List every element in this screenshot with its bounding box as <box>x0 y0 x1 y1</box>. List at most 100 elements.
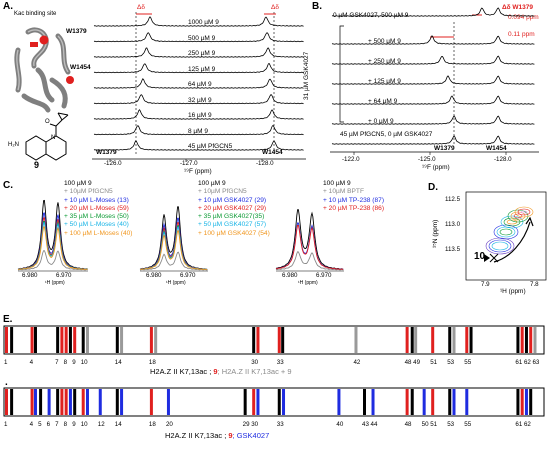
numsE2-num-9: 14 <box>114 421 122 428</box>
d-xlabel: ¹H (ppm) <box>500 288 526 295</box>
legendC3-entry-3: + 20 µM TP-238 (86) <box>323 204 385 212</box>
barE2-frame <box>3 387 545 417</box>
barE1-bar-20 <box>405 327 409 353</box>
b-xlabel: ¹⁹F (ppm) <box>422 164 450 171</box>
barE2-bar-8 <box>64 389 68 415</box>
d-ylabel: ¹⁵N (ppm) <box>432 219 439 248</box>
a-trace-label-7: 8 µM 9 <box>188 127 209 135</box>
legendC2-entry-5: + 50 µM GSK4027 (57) <box>198 221 267 229</box>
a-trace-label-4: 64 µM 9 <box>188 81 212 88</box>
d-contour-0-2 <box>491 241 509 251</box>
numsE2-num-3: 6 <box>46 421 51 428</box>
svg-text:O: O <box>45 119 50 125</box>
c3-tick-2: 6.970 <box>316 272 332 279</box>
barE2-bar-15 <box>120 389 124 415</box>
b-trace-label-4: + 0 µM 9 <box>368 118 394 125</box>
barE1-bar-7 <box>68 327 72 353</box>
numsE2-num-13: 30 <box>251 421 259 428</box>
legendC1-entry-1: + 10µM PfGCN5 <box>64 188 113 196</box>
numsE1-num-18: 63 <box>532 359 540 366</box>
d-ytick-3: 113.5 <box>445 246 461 253</box>
numsE2-num-18: 48 <box>404 421 412 428</box>
barE2-bar-3 <box>33 389 37 415</box>
barE2-bar-29 <box>431 389 435 415</box>
d-contour-1-0 <box>493 224 519 240</box>
d-contour-1-2 <box>499 228 513 236</box>
numsE1-num-13: 51 <box>430 359 438 366</box>
legend-l-moses: 100 µM 9 + 10µM PfGCN5 + 10 µM L-Moses (13… <box>64 180 132 238</box>
b-delta-title: Δδ W1379 <box>502 4 534 11</box>
legendC2-entry-4: + 35 µM GSK4027(35) <box>198 213 265 221</box>
numsE1-num-0: 1 <box>4 359 8 366</box>
barE1-bar-10 <box>85 327 89 353</box>
b-bracket <box>339 25 344 123</box>
a-trace-1 <box>93 32 304 43</box>
barE1-frame <box>3 325 545 355</box>
barE2-bar-20 <box>256 389 260 415</box>
numsE1-num-2: 7 <box>55 359 59 366</box>
row2-caption: H2A.Z II K7,13ac ; 9; GSK4027 <box>165 431 269 440</box>
a-xlabel: ¹⁹F (ppm) <box>184 168 212 175</box>
row2-caption-red: 9 <box>228 431 233 440</box>
numsE1-num-5: 10 <box>80 359 88 366</box>
numsE1-num-17: 62 <box>523 359 531 366</box>
d-contour-4-1 <box>517 208 531 216</box>
numsE2-num-17: 44 <box>370 421 378 428</box>
panel-c-spectra <box>17 199 344 272</box>
barE2-bar-33 <box>516 389 520 415</box>
barE2-bar-18 <box>243 389 247 415</box>
barE2-bar-25 <box>371 389 375 415</box>
d-ytick-1: 112.5 <box>445 196 461 203</box>
panel-a-letter: A. <box>3 1 13 12</box>
a-trace-3 <box>93 63 304 74</box>
barE1-bar-12 <box>120 327 124 353</box>
barE1-bar-5 <box>60 327 64 353</box>
barE2-bar-5 <box>47 389 51 415</box>
numsE2-num-14: 33 <box>276 421 284 428</box>
panel-e-letter: E. <box>3 314 13 325</box>
d-contour-4-2 <box>520 210 528 214</box>
barE2-bar-10 <box>73 389 77 415</box>
a-trace-label-5: 32 µM 9 <box>188 96 212 104</box>
b-trace-0 <box>331 7 535 17</box>
numsE1-num-10: 42 <box>353 359 361 366</box>
residue-w1454-label: W1454 <box>70 64 91 71</box>
svg-text:H₂N: H₂N <box>8 142 19 148</box>
barE1-bar-3 <box>33 327 37 353</box>
d-cross-marker <box>489 253 499 263</box>
barE1-bar-13 <box>149 327 153 353</box>
b-trace-2 <box>331 55 535 65</box>
b-top-label: 0 µM GSK4027, 500 µM 9 <box>333 12 409 19</box>
b-trace-4 <box>331 95 535 105</box>
panel-d-letter: D. <box>428 182 438 193</box>
d-contour-2-0 <box>500 215 524 229</box>
a-trace-7 <box>93 125 304 136</box>
d-xtick-2: 7.8 <box>530 281 539 288</box>
d-trajectory-arrow <box>493 221 531 263</box>
legendC3-entry-1: + 10µM BPTF <box>323 188 364 196</box>
d-frame <box>465 191 547 281</box>
numsE1-num-3: 8 <box>63 359 68 366</box>
a-trace-4 <box>93 78 304 89</box>
legendC1-entry-2: + 10 µM L-Moses (13) <box>64 196 129 204</box>
numsE2-num-16: 43 <box>362 421 369 428</box>
d-pointer-triangle <box>484 254 490 262</box>
barE1-bar-30 <box>524 327 528 353</box>
row2-caption-blue: ; GSK4027 <box>232 431 270 440</box>
legendC1-entry-5: + 50 µM L-Moses (40) <box>64 221 129 229</box>
barE2-bar-30 <box>448 389 452 415</box>
barE2-bar-17 <box>166 389 170 415</box>
barE1-bar-32 <box>533 327 537 353</box>
numsE2-num-1: 4 <box>29 421 34 428</box>
barE2-bar-34 <box>520 389 524 415</box>
peak-w1454-b: W1454 <box>486 145 507 152</box>
panel-d-hsqc <box>465 191 547 281</box>
barE1-bar-29 <box>520 327 524 353</box>
d-ytick-2: 113.0 <box>445 221 461 228</box>
compound-number: 9 <box>34 160 40 170</box>
a-trace-label-3: 125 µM 9 <box>188 65 216 73</box>
delta-left-label: Δδ <box>137 4 145 11</box>
row1-caption: H2A.Z II K7,13ac ; 9; H2A.Z II K7,13ac +… <box>150 367 292 376</box>
delta-right-label: Δδ <box>271 4 279 11</box>
d-contour-3-2 <box>513 213 523 219</box>
